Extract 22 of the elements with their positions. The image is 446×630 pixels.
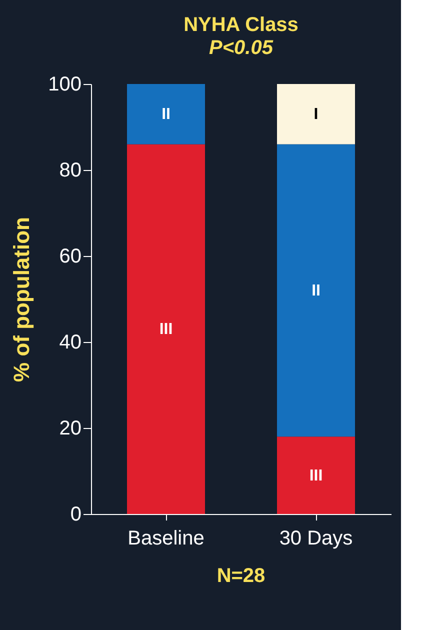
bar — [277, 436, 355, 514]
text: II — [312, 282, 320, 300]
y-tick-label: 60 — [59, 246, 82, 268]
bar — [277, 84, 355, 144]
x-tick-label: 30 Days — [279, 528, 353, 550]
bar — [127, 144, 205, 514]
y-tick-label: 20 — [59, 418, 82, 440]
chart-title: NYHA Class — [184, 14, 298, 36]
y-axis-title: % of population — [9, 217, 34, 382]
series-label: III — [309, 467, 323, 484]
y-tick-label: 40 — [59, 332, 82, 354]
series-label: I — [314, 106, 318, 124]
bar — [277, 144, 355, 437]
y-tick-label: 0 — [70, 504, 82, 526]
y-tick-label: 80 — [59, 160, 82, 182]
text: N=28 — [216, 565, 266, 587]
chart-subtitle: P<0.05 — [209, 37, 274, 59]
x-tick-label: Baseline — [128, 528, 204, 550]
text: III — [159, 321, 173, 338]
bar — [127, 84, 205, 144]
series-label: II — [162, 106, 170, 124]
y-tick-label: 100 — [48, 74, 82, 96]
